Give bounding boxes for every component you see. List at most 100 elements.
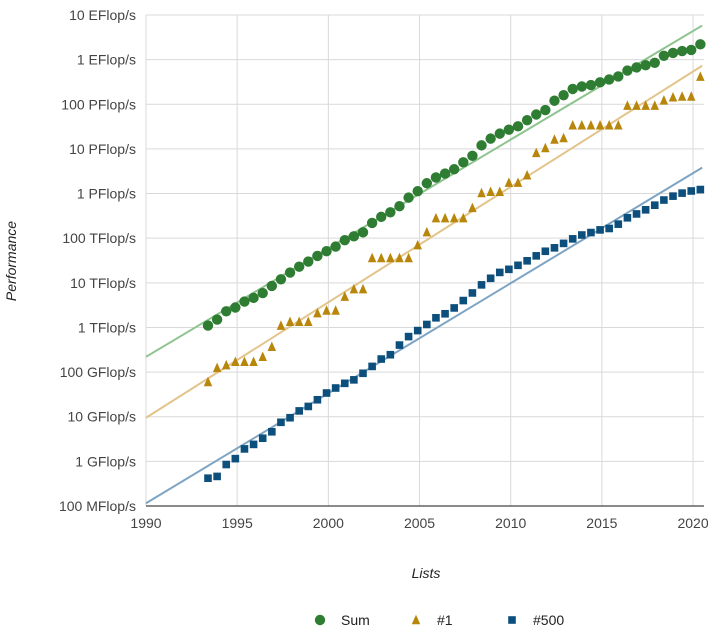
- legend-label: #1: [437, 612, 453, 628]
- data-point-circle: [494, 128, 505, 139]
- data-point-square: [660, 196, 668, 204]
- data-point-triangle: [504, 177, 514, 187]
- data-point-square: [441, 309, 449, 318]
- data-point-triangle: [614, 119, 623, 130]
- data-point-square: [550, 244, 559, 252]
- data-point-square: [313, 395, 322, 404]
- data-point-circle: [540, 104, 551, 116]
- data-point-square: [304, 402, 313, 411]
- data-point-square: [258, 434, 267, 443]
- data-point-triangle: [203, 376, 213, 387]
- data-point-square: [249, 440, 258, 449]
- legend-label: Sum: [341, 612, 370, 628]
- data-point-square: [268, 427, 276, 436]
- data-point-square: [350, 376, 358, 384]
- data-point-triangle: [513, 177, 523, 187]
- trend-line-triangle: [145, 64, 703, 419]
- data-point-square: [432, 313, 440, 322]
- axes: 100 MFlop/s 1 GFlop/s 10 GFlop/s 100 GFlop/…: [59, 7, 709, 531]
- data-point-square: [359, 369, 367, 378]
- data-point-circle: [649, 57, 660, 68]
- data-point-triangle: [294, 316, 304, 327]
- data-point-square: [459, 296, 468, 305]
- data-point-triangle: [559, 132, 568, 143]
- data-point-circle: [293, 261, 305, 272]
- data-point-square: [204, 474, 212, 482]
- x-tick-label: 2020: [677, 515, 708, 531]
- data-point-triangle: [677, 91, 687, 101]
- data-point-triangle: [212, 362, 222, 373]
- data-point-square: [368, 362, 376, 371]
- y-tick-label: 100 TFlop/s: [62, 230, 136, 246]
- data-point-square: [669, 192, 677, 200]
- data-point-square: [678, 189, 686, 197]
- data-point-circle: [467, 150, 478, 162]
- data-point-triangle: [413, 239, 422, 250]
- data-point-circle: [412, 185, 423, 197]
- data-point-circle: [613, 71, 624, 82]
- data-point-square: [650, 201, 659, 209]
- data-point-triangle: [267, 341, 277, 351]
- data-point-circle: [330, 241, 341, 252]
- data-point-triangle: [249, 356, 258, 367]
- data-point-square: [495, 268, 504, 277]
- trend-lines: [145, 24, 703, 505]
- data-point-square: [578, 231, 586, 239]
- data-point-circle: [576, 81, 588, 92]
- data-point-circle: [348, 231, 360, 242]
- data-point-circle: [211, 314, 223, 325]
- data-point-triangle: [367, 252, 377, 263]
- data-point-triangle: [240, 356, 249, 367]
- data-point-circle: [567, 83, 578, 95]
- data-point-square: [240, 445, 249, 453]
- data-point-square: [386, 350, 395, 359]
- data-point-circle: [667, 47, 679, 59]
- data-point-triangle: [285, 316, 295, 327]
- y-tick-label: 10 EFlop/s: [69, 7, 136, 23]
- data-point-square: [514, 261, 522, 270]
- data-point-square: [587, 228, 595, 237]
- data-point-circle: [585, 79, 597, 91]
- data-point-square: [331, 384, 340, 392]
- y-tick-label: 1 TFlop/s: [78, 319, 136, 335]
- data-point-triangle: [422, 226, 432, 237]
- y-tick-label: 10 GFlop/s: [68, 409, 136, 425]
- data-point-triangle: [358, 283, 368, 294]
- data-point-square: [404, 332, 413, 341]
- data-point-triangle: [459, 212, 468, 223]
- data-point-square: [222, 460, 231, 469]
- data-point-triangle: [486, 186, 495, 196]
- legend-marker-circle: [314, 614, 326, 626]
- data-point-square: [641, 206, 650, 214]
- legend: Sum #1 #500: [314, 612, 564, 628]
- data-point-square: [568, 235, 577, 243]
- data-point-triangle: [659, 95, 669, 105]
- data-point-triangle: [668, 91, 678, 102]
- data-point-square: [277, 418, 285, 427]
- data-point-triangle: [531, 147, 541, 158]
- y-tick-label: 1 PFlop/s: [77, 186, 136, 202]
- data-point-square: [696, 185, 705, 194]
- data-point-triangle: [376, 252, 386, 263]
- y-tick-label: 100 GFlop/s: [60, 364, 136, 380]
- data-point-circle: [686, 44, 697, 56]
- data-point-square: [340, 379, 349, 388]
- data-point-circle: [202, 320, 214, 331]
- data-point-square: [322, 389, 331, 397]
- data-point-circle: [257, 287, 268, 299]
- x-tick-label: 1990: [130, 515, 161, 531]
- data-point-circle: [521, 114, 533, 126]
- x-axis-title: Lists: [412, 565, 441, 581]
- data-point-circle: [394, 201, 405, 212]
- data-point-triangle: [641, 100, 650, 110]
- data-point-triangle: [696, 71, 705, 81]
- data-point-square: [687, 187, 696, 195]
- data-points: [202, 39, 706, 482]
- data-point-triangle: [522, 169, 532, 180]
- data-point-circle: [458, 157, 469, 168]
- y-axis-title: Performance: [3, 221, 19, 301]
- data-point-triangle: [304, 316, 313, 327]
- data-point-circle: [558, 89, 569, 101]
- data-point-square: [286, 413, 294, 422]
- data-point-triangle: [686, 91, 696, 101]
